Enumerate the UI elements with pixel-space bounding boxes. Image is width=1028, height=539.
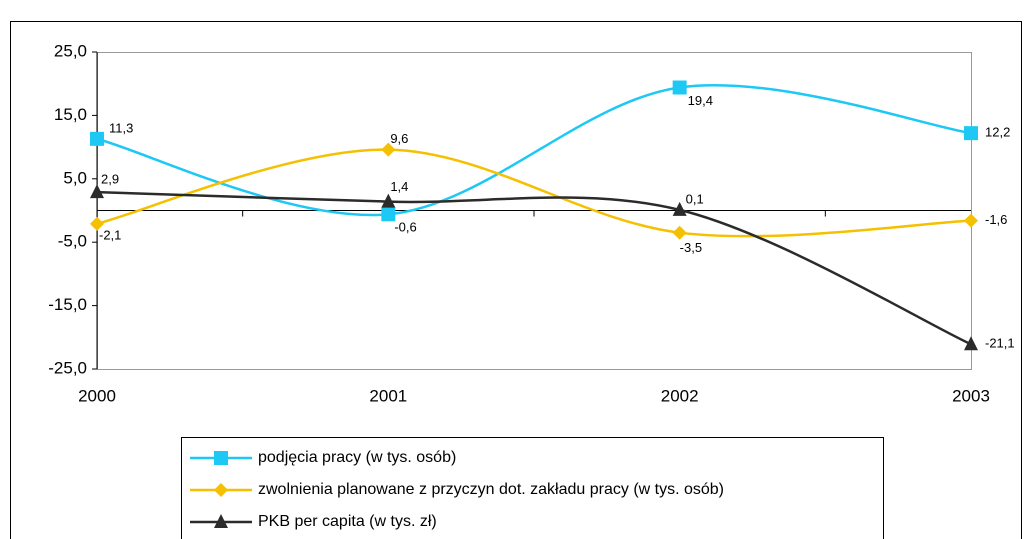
data-label: -3,5 (680, 240, 702, 255)
x-tick-label: 2000 (78, 386, 116, 405)
legend-marker (214, 451, 228, 465)
y-tick-label: -25,0 (48, 358, 87, 377)
data-point (381, 207, 396, 222)
data-point (672, 201, 687, 216)
data-point (964, 336, 978, 351)
series-line (96, 84, 972, 217)
series-line (96, 190, 972, 346)
data-label: 2,9 (101, 172, 119, 187)
data-label: -21,1 (985, 336, 1015, 351)
data-label: 0,1 (686, 191, 704, 206)
x-tick-label: 2003 (952, 386, 990, 405)
data-label: -2,1 (99, 227, 121, 242)
data-label: -0,6 (394, 220, 416, 235)
data-point (90, 216, 104, 231)
data-point (90, 131, 104, 146)
x-tick-label: 2002 (661, 386, 699, 405)
data-label: -1,6 (985, 212, 1007, 227)
legend-label: PKB per capita (w tys. zł) (258, 513, 437, 530)
data-label: 1,4 (390, 179, 408, 194)
y-tick-label: 5,0 (63, 168, 87, 187)
legend-label: podjęcia pracy (w tys. osób) (258, 449, 456, 466)
series-line (96, 148, 972, 238)
data-label: 11,3 (109, 120, 133, 135)
data-point (672, 80, 687, 95)
x-tick-label: 2001 (369, 386, 407, 405)
data-point (381, 193, 396, 208)
legend-marker (214, 514, 228, 528)
legend-marker (214, 483, 228, 497)
legend (181, 437, 884, 539)
y-tick-label: 25,0 (54, 41, 87, 60)
y-tick-label: -5,0 (58, 232, 87, 251)
legend-label: zwolnienia planowane z przyczyn dot. zak… (258, 481, 724, 498)
data-point (672, 225, 687, 240)
data-point (381, 142, 396, 157)
data-point (964, 213, 978, 228)
data-point (964, 126, 978, 141)
data-label: 9,6 (390, 131, 408, 146)
y-tick-label: -15,0 (48, 295, 87, 314)
data-point (90, 184, 104, 199)
data-label: 19,4 (688, 93, 713, 108)
y-tick-label: 15,0 (54, 105, 87, 124)
data-label: 12,2 (985, 125, 1010, 140)
